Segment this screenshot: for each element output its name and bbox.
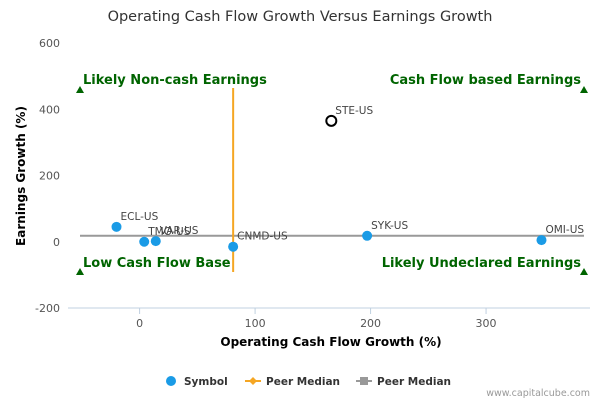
- data-point-label: VAR-US: [160, 225, 199, 237]
- quadrant-label-top-right: Cash Flow based Earnings: [390, 73, 581, 88]
- y-tick-label: 400: [39, 103, 60, 116]
- quadrant-labels: Likely Non-cash Earnings Cash Flow based…: [76, 73, 588, 275]
- data-point-label: CNMD-US: [237, 231, 288, 243]
- legend-peer-median-vertical-marker: [249, 377, 257, 385]
- data-point-label: TMO-US: [147, 226, 191, 238]
- legend-item-peer-median-horizontal[interactable]: Peer Median: [356, 376, 451, 388]
- data-point-label: SYK-US: [371, 220, 408, 232]
- chart-title: Operating Cash Flow Growth Versus Earnin…: [108, 9, 493, 25]
- y-axis-title: Earnings Growth (%): [14, 106, 28, 246]
- y-axis-ticks: 600 400 200 0 -200: [35, 37, 60, 315]
- data-point[interactable]: [150, 236, 161, 247]
- legend-item-symbol[interactable]: Symbol: [166, 376, 228, 388]
- credit-text: www.capitalcube.com: [486, 388, 590, 399]
- legend-peer-median-horizontal-label: Peer Median: [377, 376, 451, 388]
- quadrant-marker-bottom-left: [76, 268, 84, 275]
- quadrant-marker-top-left: [76, 86, 84, 93]
- data-point[interactable]: [536, 235, 547, 246]
- quadrant-label-bottom-right: Likely Undeclared Earnings: [382, 256, 582, 271]
- data-point-label: ECL-US: [121, 211, 159, 223]
- y-tick-label: 200: [39, 170, 60, 183]
- quadrant-marker-bottom-right: [580, 268, 588, 275]
- x-tick-label: 100: [245, 317, 266, 330]
- data-point-label: OMI-US: [545, 224, 584, 236]
- data-point[interactable]: [111, 221, 122, 232]
- quadrant-label-top-left: Likely Non-cash Earnings: [83, 73, 267, 88]
- x-tick-label: 200: [360, 317, 381, 330]
- y-tick-label: -200: [35, 302, 60, 315]
- legend: Symbol Peer Median Peer Median: [166, 376, 451, 388]
- legend-peer-median-horizontal-marker: [360, 377, 368, 385]
- data-point[interactable]: [362, 230, 373, 241]
- data-point[interactable]: [139, 236, 150, 247]
- quadrant-marker-top-right: [580, 86, 588, 93]
- x-axis-ticks: 0 100 200 300: [136, 308, 497, 330]
- y-tick-label: 0: [53, 236, 60, 249]
- data-point-label: STE-US: [335, 105, 373, 117]
- x-tick-label: 300: [476, 317, 497, 330]
- legend-item-peer-median-vertical[interactable]: Peer Median: [245, 376, 340, 388]
- legend-peer-median-vertical-label: Peer Median: [266, 376, 340, 388]
- quadrant-label-bottom-left: Low Cash Flow Base: [83, 256, 231, 271]
- data-point[interactable]: [228, 241, 239, 252]
- legend-symbol-label: Symbol: [184, 376, 228, 388]
- x-tick-label: 0: [136, 317, 143, 330]
- x-axis-title: Operating Cash Flow Growth (%): [220, 335, 441, 349]
- legend-symbol-marker: [166, 376, 176, 386]
- data-point[interactable]: [325, 114, 338, 127]
- y-tick-label: 600: [39, 37, 60, 50]
